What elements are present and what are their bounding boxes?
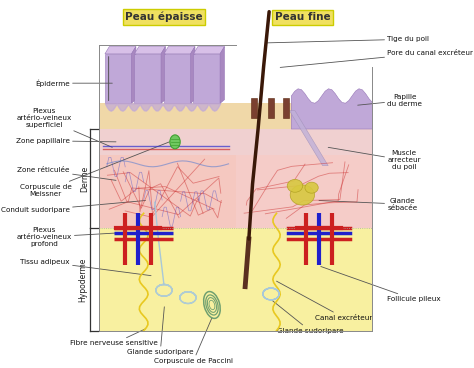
Ellipse shape (287, 180, 303, 192)
Polygon shape (100, 103, 236, 129)
Text: Zone réticulée: Zone réticulée (18, 167, 116, 180)
Polygon shape (236, 129, 373, 155)
Text: Peau fine: Peau fine (274, 12, 330, 22)
Text: Fibre nerveuse sensitive: Fibre nerveuse sensitive (70, 329, 158, 347)
Bar (268, 98, 274, 118)
Text: Canal excréteur: Canal excréteur (276, 281, 373, 321)
Bar (251, 98, 257, 118)
Polygon shape (220, 46, 225, 103)
Polygon shape (236, 228, 373, 330)
Text: Papille
du derme: Papille du derme (358, 94, 422, 107)
Text: Glande sudoripare: Glande sudoripare (271, 300, 343, 334)
Text: Pore du canal excréteur: Pore du canal excréteur (280, 50, 473, 67)
Polygon shape (135, 54, 161, 103)
Polygon shape (100, 228, 236, 330)
Text: Hypoderme: Hypoderme (78, 257, 87, 301)
Polygon shape (236, 103, 373, 129)
Ellipse shape (290, 185, 315, 205)
Text: Derme: Derme (80, 165, 89, 192)
Bar (283, 98, 289, 118)
Ellipse shape (305, 182, 318, 193)
Polygon shape (193, 46, 225, 54)
Text: Épiderme: Épiderme (35, 79, 112, 87)
Text: Glande sudoripare: Glande sudoripare (127, 307, 193, 355)
Polygon shape (193, 54, 220, 103)
Polygon shape (236, 129, 373, 228)
Text: Conduit sudoripare: Conduit sudoripare (1, 201, 146, 213)
Text: Plexus
artério-veineux
profond: Plexus artério-veineux profond (17, 227, 127, 247)
Polygon shape (105, 46, 136, 54)
Polygon shape (164, 46, 195, 54)
Polygon shape (100, 129, 236, 155)
Polygon shape (292, 89, 373, 129)
Polygon shape (105, 54, 131, 103)
Polygon shape (290, 111, 328, 166)
Ellipse shape (170, 135, 180, 149)
Text: Tissu adipeux: Tissu adipeux (20, 259, 151, 276)
Polygon shape (161, 46, 165, 103)
Polygon shape (100, 129, 236, 228)
Polygon shape (131, 46, 136, 103)
Text: Corpuscule de Paccini: Corpuscule de Paccini (154, 318, 233, 364)
Text: Peau épaisse: Peau épaisse (125, 12, 203, 22)
Text: Corpuscule de
Meissner: Corpuscule de Meissner (20, 142, 170, 197)
Text: Muscle
arrecteur
du poil: Muscle arrecteur du poil (328, 147, 421, 170)
Text: Zone papillaire: Zone papillaire (16, 138, 116, 144)
Text: Glande
sébacée: Glande sébacée (319, 198, 418, 210)
Text: Plexus
artério-veineux
superficiel: Plexus artério-veineux superficiel (17, 108, 112, 147)
Text: Tige du poil: Tige du poil (267, 36, 429, 43)
Polygon shape (135, 46, 165, 54)
Polygon shape (164, 54, 191, 103)
Text: Follicule pileux: Follicule pileux (321, 266, 441, 302)
Polygon shape (191, 46, 195, 103)
